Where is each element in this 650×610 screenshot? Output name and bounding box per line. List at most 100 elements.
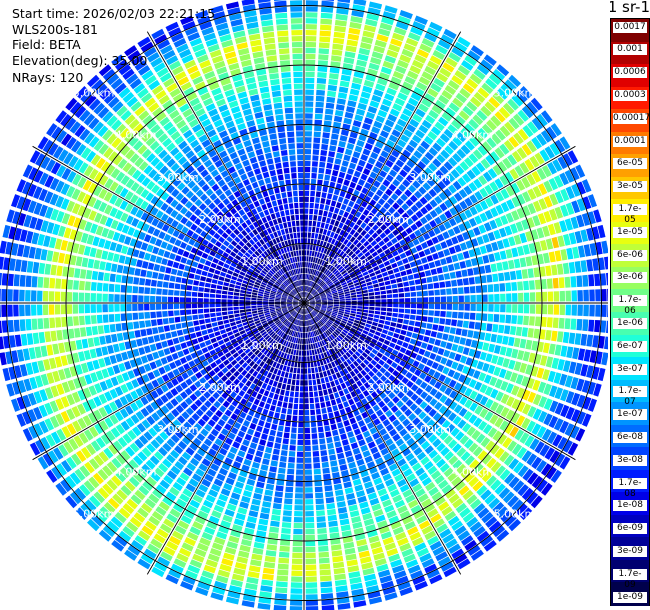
ppi-cell bbox=[551, 264, 558, 276]
ppi-cell bbox=[327, 306, 333, 309]
ppi-cell bbox=[511, 282, 518, 291]
ppi-cell bbox=[251, 417, 259, 425]
ppi-cell bbox=[335, 446, 343, 454]
ppi-cell bbox=[314, 486, 323, 493]
ppi-cell bbox=[398, 265, 405, 272]
ppi-cell bbox=[180, 342, 188, 349]
ppi-cell bbox=[479, 383, 488, 394]
ppi-cell bbox=[537, 213, 547, 225]
ppi-cell bbox=[429, 246, 437, 254]
ppi-cell bbox=[449, 207, 458, 216]
ppi-cell bbox=[324, 425, 331, 432]
ppi-cell bbox=[151, 279, 157, 287]
ppi-cell bbox=[305, 511, 314, 517]
ppi-cell bbox=[239, 309, 246, 313]
ppi-cell bbox=[440, 340, 447, 348]
ppi-cell bbox=[217, 320, 224, 326]
ppi-cell bbox=[307, 293, 311, 299]
ppi-cell bbox=[410, 352, 418, 359]
ppi-cell bbox=[397, 139, 407, 148]
ppi-cell bbox=[155, 296, 162, 303]
ppi-cell bbox=[473, 91, 486, 103]
ppi-cell bbox=[315, 227, 320, 234]
ppi-cell bbox=[330, 258, 335, 265]
ppi-cell bbox=[356, 108, 366, 116]
ppi-cell bbox=[383, 339, 391, 346]
ppi-cell bbox=[139, 278, 146, 286]
ppi-cell bbox=[49, 317, 56, 329]
ppi-cell bbox=[494, 147, 505, 159]
ppi-cell bbox=[415, 285, 422, 291]
ppi-cell bbox=[175, 323, 182, 330]
ppi-cell bbox=[315, 245, 319, 252]
ppi-cell bbox=[582, 319, 589, 332]
ppi-cell bbox=[560, 188, 570, 202]
ppi-cell bbox=[333, 270, 339, 275]
ppi-cell bbox=[323, 120, 332, 127]
ppi-cell bbox=[352, 77, 363, 85]
ppi-cell bbox=[241, 377, 248, 384]
ppi-cell bbox=[320, 273, 325, 279]
ppi-cell bbox=[368, 228, 375, 236]
ppi-cell bbox=[529, 155, 540, 168]
ppi-cell bbox=[328, 244, 333, 250]
ppi-cell bbox=[305, 36, 317, 42]
ppi-cell bbox=[375, 141, 384, 149]
ppi-cell bbox=[377, 109, 388, 118]
ppi-cell bbox=[310, 281, 314, 287]
ppi-cell bbox=[430, 82, 442, 93]
ppi-cell bbox=[476, 63, 490, 76]
ppi-cell bbox=[305, 499, 314, 505]
ppi-cell bbox=[379, 232, 387, 239]
ppi-cell bbox=[384, 280, 391, 286]
ppi-cell bbox=[324, 174, 331, 181]
ppi-cell bbox=[442, 231, 450, 240]
ppi-cell bbox=[431, 236, 439, 245]
ppi-cell bbox=[287, 378, 292, 385]
ppi-cell bbox=[391, 250, 399, 257]
ppi-cell bbox=[339, 294, 345, 298]
ppi-cell bbox=[102, 304, 108, 313]
ppi-cell bbox=[384, 228, 391, 236]
ppi-cell bbox=[345, 553, 357, 561]
ppi-cell bbox=[412, 238, 420, 246]
ppi-cell bbox=[473, 331, 480, 339]
ppi-cell bbox=[391, 262, 398, 269]
ppi-cell bbox=[391, 237, 398, 245]
ppi-cell bbox=[386, 358, 393, 365]
ppi-cell bbox=[410, 223, 418, 231]
ppi-cell bbox=[298, 356, 301, 362]
ppi-cell bbox=[319, 563, 331, 570]
ppi-cell bbox=[251, 310, 258, 314]
ppi-cell bbox=[482, 171, 493, 182]
ppi-cell bbox=[223, 337, 230, 343]
ppi-cell bbox=[330, 380, 336, 387]
ppi-cell bbox=[362, 209, 370, 216]
ppi-cell bbox=[426, 359, 434, 367]
ppi-cell bbox=[527, 268, 534, 278]
ppi-cell bbox=[264, 555, 276, 563]
ppi-cell bbox=[399, 239, 407, 246]
ppi-cell bbox=[227, 291, 234, 296]
ppi-cell bbox=[444, 145, 454, 155]
ppi-cell bbox=[331, 277, 337, 282]
ppi-cell bbox=[379, 252, 386, 258]
ppi-cell bbox=[317, 60, 328, 67]
ppi-cell bbox=[311, 232, 315, 239]
ppi-cell bbox=[305, 540, 316, 547]
ppi-cell bbox=[263, 301, 269, 303]
ppi-cell bbox=[357, 102, 367, 111]
ppi-cell bbox=[588, 274, 595, 287]
ppi-cell bbox=[284, 498, 293, 505]
ppi-cell bbox=[360, 237, 367, 244]
ppi-cell bbox=[296, 374, 300, 380]
ppi-cell bbox=[554, 344, 562, 356]
ppi-cell bbox=[344, 487, 354, 495]
ppi-cell bbox=[336, 2, 350, 9]
ppi-cell bbox=[407, 344, 415, 351]
ppi-cell bbox=[360, 268, 367, 273]
ppi-cell bbox=[564, 218, 573, 231]
ppi-cell bbox=[549, 208, 558, 221]
ppi-cell bbox=[508, 259, 515, 270]
ppi-cell bbox=[362, 123, 371, 131]
